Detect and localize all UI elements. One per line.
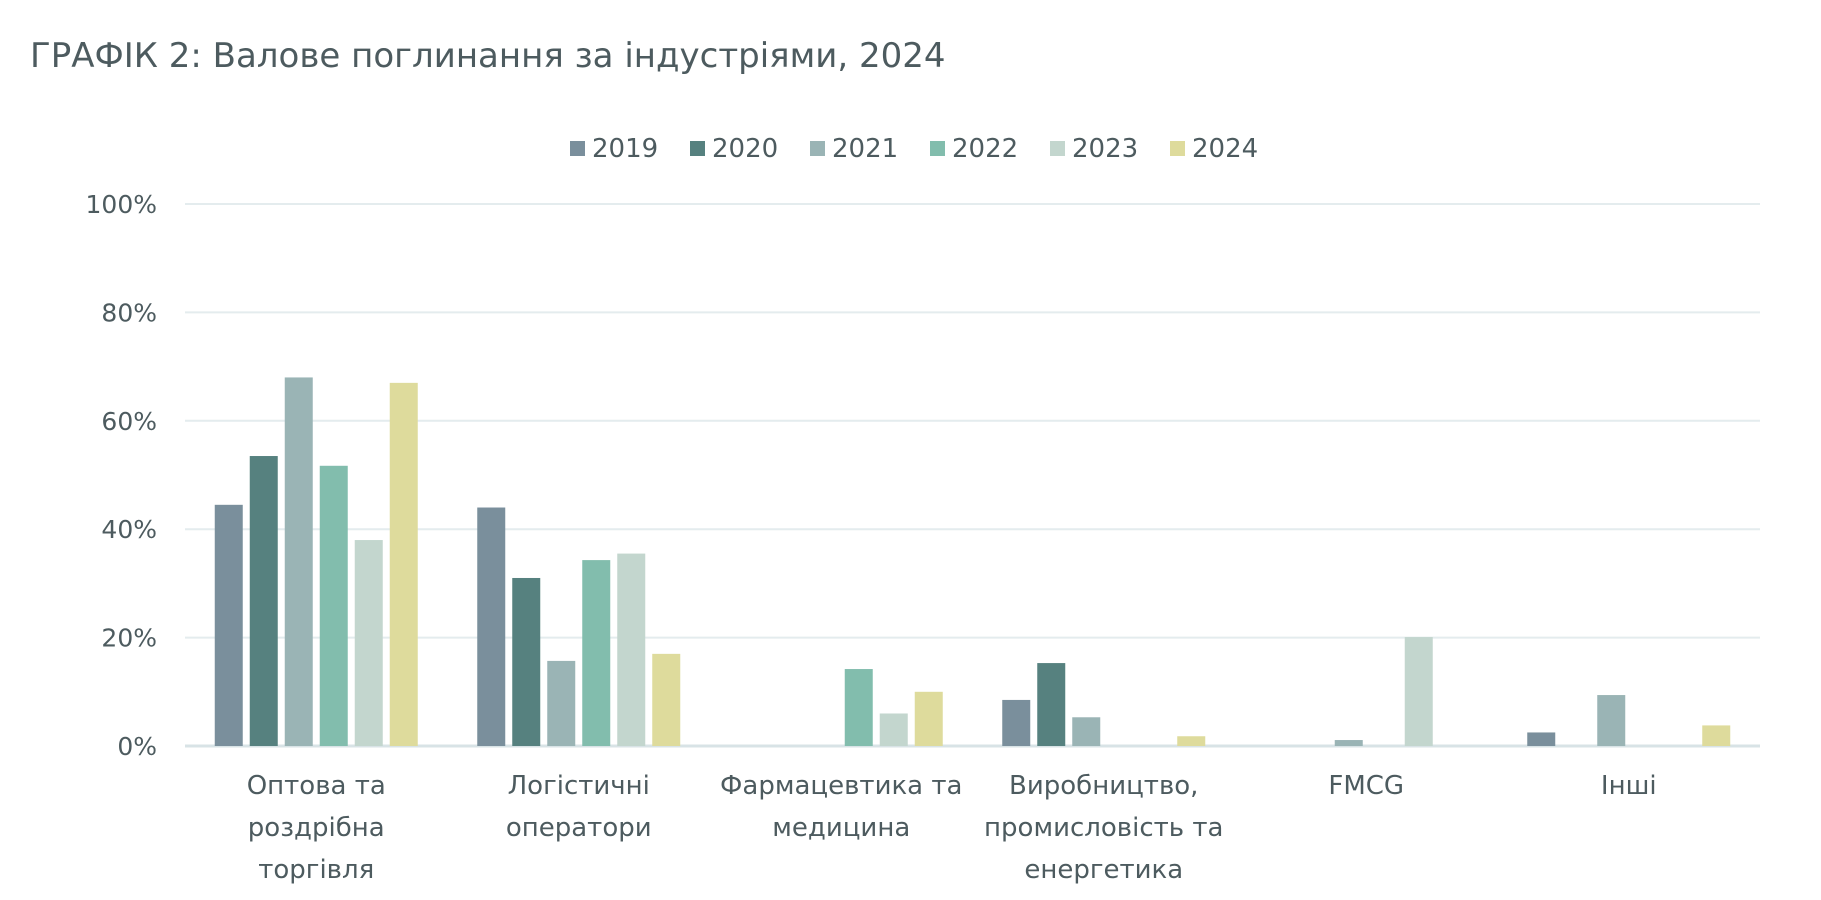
legend-label: 2023 — [1072, 134, 1138, 164]
x-category-label: Виробництво, промисловість та енергетика — [984, 771, 1223, 885]
bar-2023-cat-0 — [354, 540, 383, 746]
bar-2024-cat-2 — [914, 691, 943, 746]
bar-2024-cat-5 — [1702, 725, 1731, 746]
bar-2024-cat-1 — [652, 653, 681, 746]
x-category-label: FMCG — [1328, 771, 1404, 801]
bar-2024-cat-0 — [389, 382, 418, 746]
gridlines — [185, 203, 1760, 748]
legend-swatch — [1050, 141, 1065, 156]
legend-label: 2020 — [712, 134, 778, 164]
bar-2023-cat-1 — [617, 553, 646, 746]
bar-2022-cat-1 — [582, 560, 611, 746]
bar-2019-cat-3 — [1002, 699, 1031, 746]
bar-2021-cat-4 — [1334, 740, 1363, 746]
legend: 2019 2020 2021 2022 2023 2024 — [570, 134, 1258, 164]
x-category-label: Оптова та роздрібна торгівля — [247, 771, 386, 885]
y-tick-label: 40% — [101, 515, 157, 544]
chart-title: ГРАФІК 2: Валове поглинання за індустрія… — [30, 36, 946, 76]
y-tick-label: 20% — [101, 624, 157, 653]
bar-2019-cat-0 — [214, 504, 243, 746]
y-axis-ticks: 0% 20% 40% 60% 80% 100% — [86, 190, 157, 761]
bar-2022-cat-2 — [844, 669, 873, 746]
bars — [214, 377, 1731, 746]
x-category-label: Логістичні оператори — [506, 771, 652, 843]
bar-2021-cat-0 — [284, 377, 313, 746]
bar-2024-cat-3 — [1177, 736, 1206, 746]
legend-swatch — [810, 141, 825, 156]
legend-label: 2024 — [1192, 134, 1258, 164]
bar-2021-cat-5 — [1597, 695, 1626, 746]
bar-2021-cat-3 — [1072, 717, 1101, 746]
bar-2022-cat-0 — [319, 465, 348, 746]
y-tick-label: 100% — [86, 190, 157, 219]
legend-label: 2022 — [952, 134, 1018, 164]
bar-2020-cat-0 — [249, 456, 278, 746]
y-tick-label: 60% — [101, 407, 157, 436]
legend-swatch — [570, 141, 585, 156]
x-category-label: Фармацевтика та медицина — [720, 771, 962, 843]
bar-2023-cat-2 — [879, 713, 908, 746]
legend-swatch — [930, 141, 945, 156]
y-tick-label: 0% — [117, 732, 157, 761]
x-axis-labels: Оптова та роздрібна торгівля Логістичні опер… — [247, 771, 1657, 885]
y-tick-label: 80% — [101, 298, 157, 327]
bar-2023-cat-4 — [1404, 637, 1433, 746]
bar-2019-cat-5 — [1527, 732, 1556, 746]
legend-label: 2021 — [832, 134, 898, 164]
legend-swatch — [1170, 141, 1185, 156]
bar-2020-cat-3 — [1037, 663, 1066, 746]
x-category-label: Інші — [1601, 771, 1657, 801]
bar-2021-cat-1 — [547, 660, 576, 746]
bar-2019-cat-1 — [477, 507, 506, 746]
legend-label: 2019 — [592, 134, 658, 164]
legend-swatch — [690, 141, 705, 156]
bar-2020-cat-1 — [512, 577, 541, 746]
